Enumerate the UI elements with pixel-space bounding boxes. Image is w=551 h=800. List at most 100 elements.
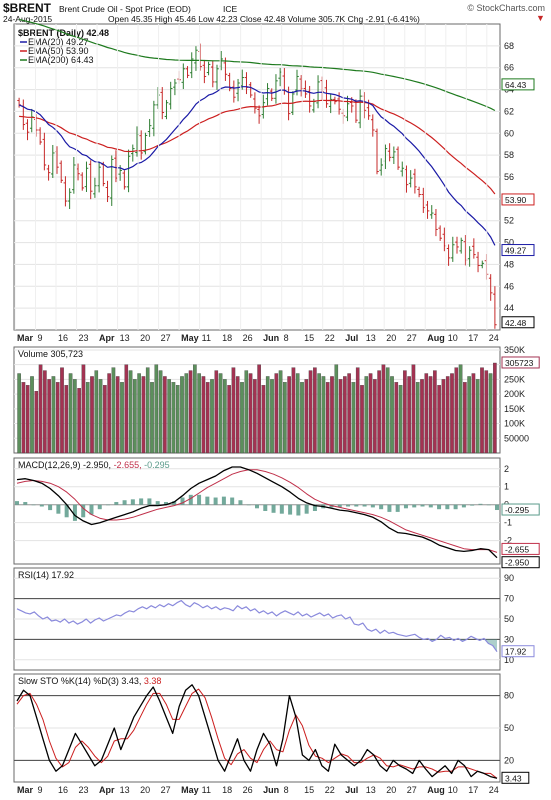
price-x-tick: 24 <box>489 333 499 343</box>
price-x-tick: Mar <box>17 333 34 343</box>
volume-y-tick: 50000 <box>504 433 529 443</box>
volume-bar <box>30 376 34 454</box>
macd-y-tick: 1 <box>504 482 509 492</box>
price-x-tick: 23 <box>79 333 89 343</box>
volume-bar <box>231 367 236 454</box>
bottom-x-tick: 24 <box>489 785 499 795</box>
volume-bar <box>77 388 81 454</box>
volume-bar <box>480 367 484 454</box>
sto-panel-title: Slow STO %K(14) %D(3) 3.43, 3.38 <box>18 676 161 686</box>
volume-bar <box>420 379 424 454</box>
volume-bar <box>257 364 261 454</box>
volume-bar <box>167 379 171 454</box>
volume-bar <box>141 376 146 454</box>
macd-histogram-bar <box>139 498 144 505</box>
price-x-tick: Jul <box>345 333 358 343</box>
price-y-tick: 48 <box>504 259 514 269</box>
volume-bar <box>128 370 133 454</box>
macd-panel-title: MACD(12,26,9) -2.950, -2.655, -0.295 <box>18 460 170 470</box>
macd-signal-tag-box <box>501 542 540 555</box>
rsi-y-tick: 10 <box>504 655 514 665</box>
price-y-tick: 68 <box>504 41 514 51</box>
bottom-x-tick: 18 <box>222 785 232 795</box>
change-down-icon: ▼ <box>536 13 545 23</box>
legend-item: EMA(200) 64.43 <box>28 55 94 65</box>
price-y-tick: 66 <box>504 63 514 73</box>
chart-symbol: $BRENT <box>3 1 52 15</box>
volume-bar <box>334 364 339 454</box>
price-x-tick: Aug <box>427 333 445 343</box>
volume-bar <box>360 385 364 454</box>
price-x-tick: Apr <box>99 333 115 343</box>
volume-bar <box>188 370 193 454</box>
volume-bar <box>107 373 111 454</box>
volume-bar <box>437 385 441 454</box>
sto-k-line <box>16 684 498 779</box>
volume-bar <box>415 382 420 454</box>
ema-200-value-tag-box <box>501 78 535 91</box>
volume-bar <box>98 379 103 454</box>
price-x-tick: 16 <box>58 333 68 343</box>
volume-bar <box>467 376 471 454</box>
volume-bar <box>175 385 180 454</box>
macd-histogram-bar <box>72 504 77 521</box>
price-x-tick: 20 <box>386 333 396 343</box>
volume-bar <box>248 373 253 454</box>
macd-histogram-bar <box>213 497 218 505</box>
macd-signal-line <box>16 469 498 553</box>
volume-bar <box>163 376 167 454</box>
price-x-tick: 18 <box>222 333 232 343</box>
bottom-x-tick: Aug <box>427 785 445 795</box>
price-x-tick: Jun <box>263 333 279 343</box>
bottom-x-tick: 13 <box>366 785 376 795</box>
volume-bar <box>55 382 60 454</box>
rsi-y-tick: 70 <box>504 594 514 604</box>
volume-bar <box>244 370 249 454</box>
volume-bar <box>180 376 184 454</box>
volume-bar <box>317 373 321 454</box>
macd-histogram-bar <box>172 501 177 505</box>
price-x-tick: 11 <box>202 333 211 343</box>
volume-bar <box>493 362 497 454</box>
volume-last-tag-box <box>501 356 540 369</box>
legend-item: EMA(20) 49.27 <box>28 37 89 47</box>
macd-histogram-bar <box>221 496 226 505</box>
volume-bar <box>270 379 274 454</box>
volume-bar <box>34 391 39 454</box>
volume-bar <box>300 382 304 454</box>
volume-bar <box>253 379 257 454</box>
volume-bar <box>398 385 403 454</box>
macd-histogram-bar <box>370 504 375 508</box>
macd-y-tick: -2 <box>504 536 512 546</box>
rsi-y-tick: 90 <box>504 573 514 583</box>
rsi-line <box>16 599 498 653</box>
price-x-tick: 10 <box>448 333 458 343</box>
ema-200-line <box>18 18 496 112</box>
volume-bar <box>368 373 373 454</box>
volume-bar <box>133 379 137 454</box>
volume-bar <box>210 379 214 454</box>
volume-bar <box>458 364 463 454</box>
macd-histogram-bar <box>81 504 86 518</box>
volume-bar <box>488 373 493 454</box>
macd-y-tick: -1 <box>504 518 512 528</box>
volume-bar <box>184 373 189 454</box>
rsi-last-tag: 17.92 <box>505 647 527 657</box>
macd-histogram-bar <box>304 504 309 514</box>
volume-bar <box>287 376 291 454</box>
macd-histogram-bar <box>288 504 293 515</box>
macd-histogram-bar <box>23 502 28 505</box>
bottom-x-tick: 20 <box>386 785 396 795</box>
volume-bar <box>115 376 120 454</box>
macd-histogram-bar <box>387 504 392 512</box>
price-x-tick: 13 <box>366 333 376 343</box>
macd-histogram-bar <box>379 504 384 510</box>
macd-histogram-bar <box>412 504 417 508</box>
volume-bar <box>171 382 176 454</box>
legend-item: EMA(50) 53.90 <box>28 46 89 56</box>
macd-histogram-bar <box>89 504 94 515</box>
macd-histogram-bar <box>130 499 135 505</box>
macd-signal-value: -2.655, <box>114 460 145 470</box>
volume-bar <box>291 367 296 454</box>
volume-bar <box>120 382 124 454</box>
